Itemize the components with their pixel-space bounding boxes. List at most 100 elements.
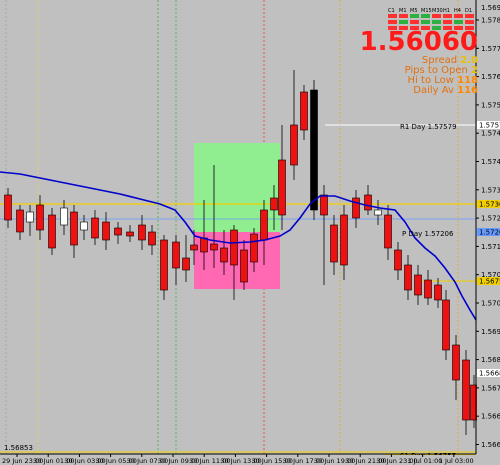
indicator-cell <box>399 20 408 24</box>
indicator-cell <box>410 14 419 18</box>
candle-body <box>182 257 190 271</box>
hilo-value: 118 <box>457 75 478 86</box>
y-tick-label: 1.56775 <box>481 384 500 392</box>
y-tick-label: 1.57655 <box>481 73 500 81</box>
candle-body <box>278 159 286 216</box>
timeframe-label: M1 <box>399 8 407 14</box>
price-axis: 1.57815 1.57735 1.57655 1.57575 1.57495 1.574… <box>476 0 500 454</box>
hilo-label: Hi to Low <box>407 75 454 86</box>
y-top-label: 1.56920 <box>481 4 500 12</box>
candle-body <box>260 209 268 241</box>
candle-body <box>414 274 422 296</box>
indicator-cell <box>399 26 408 30</box>
candle-body <box>404 264 412 291</box>
x-tick-label: 1 Jul 03:00 <box>439 457 474 465</box>
indicator-cell <box>443 20 452 24</box>
indicator-cell <box>432 14 441 18</box>
timeframe-label: H4 <box>454 8 461 14</box>
indicator-cell <box>410 26 419 30</box>
price-level-box <box>477 277 500 285</box>
y-tick-label: 1.57735 <box>481 45 500 53</box>
candle-body <box>300 91 308 131</box>
timeframe-label: M30 <box>432 8 443 14</box>
spread-label: Spread <box>421 55 458 66</box>
indicator-cell <box>454 20 463 24</box>
price-level-label: 1.56687 <box>479 370 500 378</box>
y-tick-label: 1.56855 <box>481 356 500 364</box>
candle-body <box>394 249 402 271</box>
candle-body <box>26 211 34 223</box>
candle-body <box>220 247 228 263</box>
spread-value: 2.0 <box>460 55 478 66</box>
candle-body <box>374 209 382 216</box>
timeframe-label: H1 <box>443 8 450 14</box>
price-level-box <box>477 228 500 236</box>
x-tick-label: 30 Jun 09:00 <box>158 457 199 465</box>
candle-body <box>138 224 146 241</box>
indicator-cell <box>465 14 474 18</box>
price-level-box <box>477 369 500 377</box>
candle-body <box>442 299 450 351</box>
indicator-cell <box>465 20 474 24</box>
pips-label: Pips to Open <box>404 65 468 76</box>
indicator-cell <box>388 26 397 30</box>
candle-body <box>434 284 442 301</box>
horizontal-levels <box>0 124 476 456</box>
y-tick-label: 1.57335 <box>481 186 500 194</box>
timeframe-label: M15 <box>421 8 432 14</box>
candle-body <box>330 224 338 263</box>
candle-body <box>240 249 248 283</box>
candle-body <box>114 227 122 236</box>
level-annotation: 1.56853 <box>4 444 33 452</box>
price-level-label: 1.57300 <box>479 201 500 209</box>
candle-body <box>290 124 298 166</box>
x-tick-label: 30 Jun 13:00 <box>220 457 261 465</box>
x-tick-label: 30 Jun 19:00 <box>314 457 355 465</box>
pips-value: 2 <box>471 65 478 76</box>
x-tick-label: 30 Jun 23:00 <box>376 457 417 465</box>
x-tick-label: 30 Jun 15:00 <box>252 457 293 465</box>
candle-body <box>452 344 460 381</box>
price-level-box <box>477 200 500 208</box>
candle-body <box>190 244 198 251</box>
indicator-cell <box>388 20 397 24</box>
y-tick-label: 1.57815 <box>481 17 500 25</box>
candle-body <box>462 359 470 421</box>
candle-body <box>230 229 238 266</box>
candle-body <box>160 239 168 291</box>
pips-row: Pips to Open 2 <box>358 66 478 76</box>
daily-label: Daily Av <box>413 85 454 96</box>
candle-body <box>91 217 99 239</box>
candle-body <box>16 209 24 233</box>
price-level-label: 1.56757 <box>479 278 500 286</box>
y-tick-label: 1.57095 <box>481 271 500 279</box>
timeframe-label: M5 <box>410 8 418 14</box>
x-tick-label: 30 Jun 05:00 <box>96 457 137 465</box>
candle-body <box>250 233 258 263</box>
candle-body <box>148 231 156 246</box>
x-tick-label: 30 Jun 01:00 <box>33 457 74 465</box>
price-axis-bg <box>477 0 500 454</box>
timeframe-indicator-grid: C1M1M5M15M30H1H4D1MaCDStochEma <box>366 6 476 36</box>
candle-body <box>4 194 12 221</box>
indicator-cell <box>410 20 419 24</box>
x-tick-label: 30 Jun 07:00 <box>127 457 168 465</box>
x-tick-label: 30 Jun 21:00 <box>345 457 386 465</box>
candle-body <box>364 194 372 211</box>
price-level-box <box>477 121 500 129</box>
candle-body <box>102 221 110 241</box>
y-tick-label: 1.57255 <box>481 215 500 223</box>
indicator-cell <box>421 14 430 18</box>
level-annotation: P Day 1.57206 <box>402 230 454 238</box>
candle-body <box>36 204 44 231</box>
x-tick-label: 29 Jun 23:00 <box>2 457 43 465</box>
candle-body <box>60 207 68 226</box>
candle-body <box>340 214 348 266</box>
timeframe-label: C1 <box>388 8 395 14</box>
indicator-cell <box>388 14 397 18</box>
candle-body <box>172 241 180 269</box>
timeframe-label: D1 <box>465 8 472 14</box>
indicator-cell <box>421 20 430 24</box>
